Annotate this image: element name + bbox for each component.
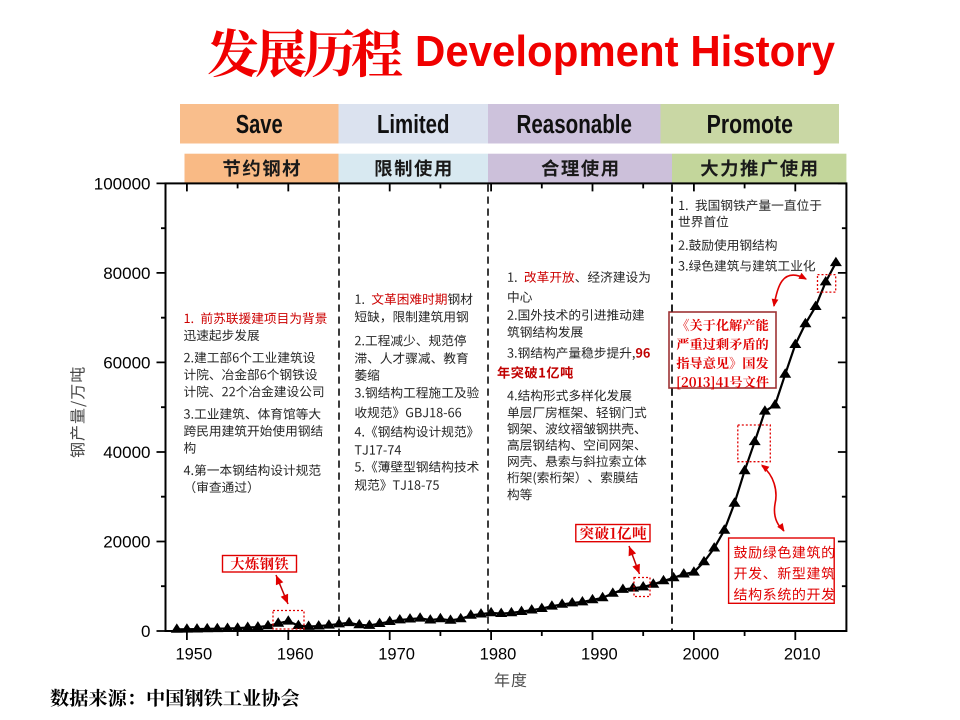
svg-text:1970: 1970 [378,646,415,664]
svg-text:80000: 80000 [103,264,150,283]
svg-text:1960: 1960 [277,646,314,664]
svg-text:40000: 40000 [103,443,150,462]
svg-text:2000: 2000 [682,646,719,664]
svg-text:Limited: Limited [377,111,450,139]
svg-text:1950: 1950 [175,646,212,664]
svg-text:60000: 60000 [103,353,150,372]
svg-text:20000: 20000 [103,533,150,552]
svg-text:Reasonable: Reasonable [517,111,632,139]
svg-text:1980: 1980 [480,646,517,664]
svg-text:1990: 1990 [581,646,618,664]
svg-text:Save: Save [236,111,283,139]
svg-text:Promote: Promote [707,111,793,139]
svg-text:2010: 2010 [784,646,821,664]
svg-text:0: 0 [141,622,150,641]
svg-text:Development History: Development History [415,27,836,76]
svg-text:100000: 100000 [94,174,151,193]
